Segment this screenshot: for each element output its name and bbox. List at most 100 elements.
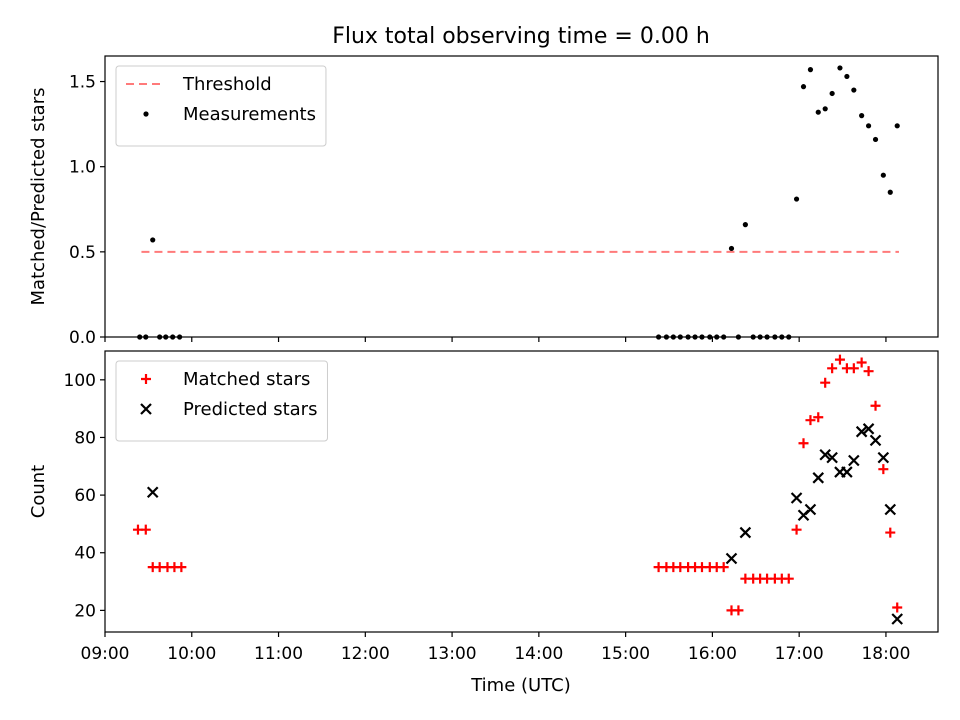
top-y-axis-label: Matched/Predicted stars (28, 88, 49, 306)
data-point (819, 448, 831, 461)
data-point (728, 245, 735, 252)
data-point (791, 524, 802, 535)
data-point (822, 106, 828, 112)
bottom-series-matched-stars (132, 354, 903, 616)
flux-ratio-panel: 0.0 0.5 1.0 1.5 Matched/Predicted stars Thres… (28, 55, 939, 348)
bottom-series-predicted-stars (146, 423, 903, 625)
x-tick-label: 18:00 (861, 644, 910, 664)
data-point (820, 377, 831, 388)
data-point (892, 602, 903, 613)
data-point (764, 334, 770, 340)
data-point (157, 334, 163, 340)
data-point (783, 573, 794, 584)
data-point (707, 334, 713, 340)
data-point (872, 136, 879, 143)
data-point (772, 334, 778, 340)
data-point (859, 113, 865, 119)
data-point (865, 123, 872, 129)
data-point (146, 486, 159, 498)
data-point (170, 334, 176, 340)
data-point (826, 451, 838, 464)
data-point (885, 527, 896, 538)
data-point (718, 562, 729, 573)
x-tick-label: 11:00 (254, 644, 303, 664)
data-point (855, 425, 868, 438)
data-point (851, 87, 857, 93)
data-point (807, 67, 814, 73)
data-point (815, 109, 821, 115)
legend-marker (140, 403, 152, 415)
data-point (878, 464, 889, 475)
bottom-y-tick-label: 80 (74, 428, 96, 448)
top-y-tick-label: 1.5 (69, 73, 96, 93)
data-point (790, 492, 803, 504)
data-point (829, 90, 835, 97)
bottom-axes-frame (104, 350, 939, 633)
x-tick-label: 09:00 (81, 644, 130, 664)
legend-box (115, 360, 328, 442)
data-point (841, 466, 853, 478)
data-point (870, 400, 881, 411)
x-tick-label: 12:00 (341, 644, 390, 664)
legend-label: Measurements (183, 104, 316, 125)
data-point (862, 423, 875, 435)
x-tick-label: 15:00 (601, 644, 650, 664)
x-tick-label: 17:00 (775, 644, 824, 664)
data-point (800, 84, 807, 90)
legend-label: Matched stars (183, 369, 310, 390)
data-point (779, 334, 785, 340)
data-point (804, 503, 817, 516)
data-point (786, 334, 792, 340)
data-point (739, 526, 752, 539)
data-point (877, 451, 890, 464)
x-tick-label: 16:00 (688, 644, 737, 664)
bottom-y-tick-label: 100 (64, 371, 96, 391)
data-point (837, 65, 843, 71)
data-point (163, 334, 169, 340)
data-point (863, 366, 874, 377)
bottom-y-tick-label: 40 (74, 544, 96, 564)
legend-marker (143, 111, 149, 117)
legend-label: Predicted stars (183, 399, 317, 420)
legend-label: Threshold (182, 74, 272, 95)
data-point (655, 334, 662, 340)
data-point (677, 334, 683, 340)
data-point (750, 334, 756, 340)
data-point (793, 196, 800, 202)
data-point (848, 363, 859, 374)
data-point (663, 334, 670, 340)
data-point (869, 434, 882, 447)
data-point (150, 237, 156, 243)
data-point (844, 73, 850, 80)
data-point (742, 222, 748, 228)
top-axes-frame (104, 55, 939, 338)
top-y-tick-label: 1.0 (69, 158, 96, 178)
x-tick-label: 13:00 (428, 644, 477, 664)
data-point (177, 334, 183, 340)
data-point (721, 334, 727, 340)
chart-title: Flux total observing time = 0.00 h (332, 24, 710, 49)
data-point (884, 503, 897, 516)
data-point (834, 354, 845, 365)
data-point (735, 334, 742, 340)
data-point (733, 605, 744, 616)
top-y-tick-label: 0.5 (69, 243, 96, 263)
data-point (176, 562, 187, 573)
data-point (813, 412, 824, 423)
data-point (725, 552, 738, 565)
star-count-panel: 20 40 60 80 100 09:00 10:00 11:00 12:00 13:00 14:0… (28, 350, 939, 664)
data-point (757, 334, 763, 340)
data-point (887, 189, 893, 195)
x-tick-label: 14:00 (514, 644, 563, 664)
bottom-legend: Matched stars Predicted stars (115, 360, 328, 442)
top-y-tick-label: 0.0 (69, 328, 96, 348)
bottom-y-axis-label: Count (28, 465, 49, 518)
data-point (880, 172, 886, 178)
data-point (714, 334, 720, 340)
data-point (812, 472, 825, 484)
data-point (805, 415, 816, 426)
x-tick-label: 10:00 (167, 644, 216, 664)
data-point (670, 334, 676, 340)
top-legend: Threshold Measurements (115, 65, 327, 147)
